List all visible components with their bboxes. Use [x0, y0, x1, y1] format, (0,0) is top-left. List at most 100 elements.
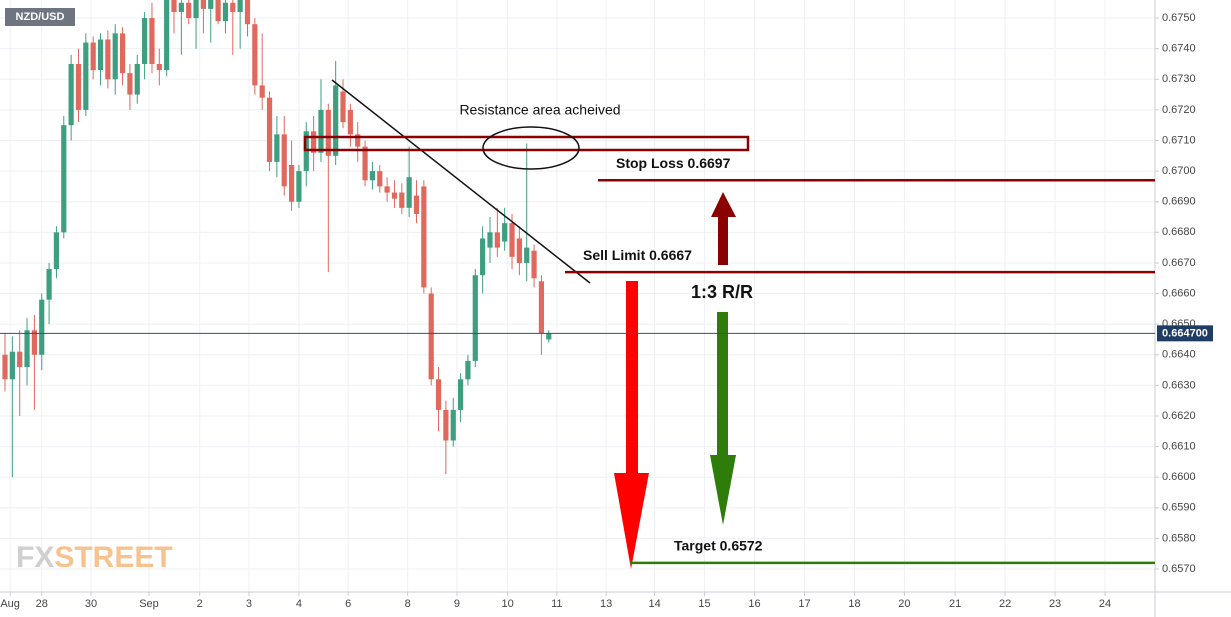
level-label: Stop Loss 0.6697: [616, 155, 731, 171]
x-tick-label: 16: [748, 598, 760, 610]
x-tick-label: 24: [1099, 598, 1111, 610]
x-tick-label: 30: [85, 598, 97, 610]
candle-body: [296, 171, 302, 202]
x-tick-label: 22: [999, 598, 1011, 610]
candle-body: [443, 409, 449, 441]
candle-body: [546, 333, 552, 340]
y-tick-label: 0.6640: [1162, 349, 1196, 361]
watermark-street: STREET: [54, 541, 172, 574]
candle-body: [164, 0, 170, 71]
symbol-box: [5, 8, 75, 26]
candle-body: [377, 171, 383, 187]
candle-body: [24, 330, 30, 368]
candle-body: [230, 2, 236, 12]
candle-body: [406, 177, 412, 208]
reward-arrow-head: [710, 455, 736, 525]
candle-body: [244, 0, 251, 25]
level-label: Target 0.6572: [674, 538, 763, 554]
candle-body: [178, 2, 184, 12]
x-tick-label: 17: [798, 598, 810, 610]
x-tick-label: 14: [648, 598, 660, 610]
candle-body: [465, 360, 471, 380]
candle-body: [502, 223, 508, 242]
candle-body: [149, 18, 155, 64]
candle-body: [266, 97, 273, 162]
x-tick-label: 8: [405, 598, 411, 610]
x-tick-label: 9: [454, 598, 460, 610]
candle-body: [75, 63, 82, 110]
last-price-label: 0.664700: [1162, 327, 1208, 339]
candle-body: [340, 91, 346, 123]
y-tick-label: 0.6580: [1162, 532, 1196, 544]
y-tick-label: 0.6610: [1162, 441, 1196, 453]
x-tick-label: 28: [36, 598, 48, 610]
watermark-fx: FX: [16, 541, 54, 574]
candle-body: [119, 33, 126, 74]
x-tick-label: 11: [551, 598, 562, 610]
resistance-ellipse: [482, 126, 580, 170]
candle-body: [252, 24, 258, 86]
candle-body: [9, 351, 15, 380]
x-tick-label: 13: [600, 598, 612, 610]
candle-body: [142, 18, 148, 64]
sell-arrow-head: [614, 473, 649, 569]
y-tick-label: 0.6600: [1162, 471, 1196, 483]
candle-body: [274, 134, 280, 162]
candle-body: [288, 164, 295, 202]
candle-body: [200, 0, 206, 9]
candle-body: [46, 269, 52, 300]
plot-area: [0, 0, 1155, 592]
candle-body: [2, 354, 8, 380]
candle-body: [487, 232, 493, 248]
candle-body: [105, 39, 111, 80]
candle-body: [186, 2, 192, 19]
candle-body: [61, 125, 67, 233]
candle-body: [215, 0, 221, 22]
x-tick-label: Sep: [139, 598, 159, 610]
y-tick-label: 0.6700: [1162, 165, 1196, 177]
x-tick-label: 21: [949, 598, 961, 610]
x-tick-label: Aug: [0, 598, 20, 610]
watermark: FXSTREET: [16, 541, 173, 574]
y-tick-label: 0.6750: [1162, 12, 1196, 24]
candle-body: [391, 192, 398, 199]
risk-arrow-shaft: [718, 215, 728, 265]
candle-body: [97, 39, 104, 71]
sell-arrow-shaft: [626, 281, 638, 476]
candle-body: [413, 195, 420, 214]
candle-body: [347, 109, 353, 135]
x-tick-label: 20: [898, 598, 910, 610]
candle-body: [435, 379, 442, 410]
candle-body: [531, 250, 537, 279]
candle-body: [325, 109, 331, 156]
x-tick-label: 2: [197, 598, 203, 610]
x-tick-label: 6: [345, 598, 351, 610]
candle-body: [538, 281, 545, 334]
y-tick-label: 0.6680: [1162, 226, 1196, 238]
y-tick-label: 0.6620: [1162, 410, 1196, 422]
candle-body: [516, 238, 522, 263]
candle-body: [134, 63, 140, 95]
candle-body: [480, 238, 486, 276]
candle-body: [222, 2, 229, 22]
y-tick-label: 0.6740: [1162, 43, 1196, 55]
reward-arrow-shaft: [717, 312, 728, 457]
candle-body: [68, 63, 74, 126]
candle-body: [457, 379, 464, 410]
candle-body: [237, 0, 243, 12]
x-tick-label: 4: [296, 598, 302, 610]
candle-body: [127, 73, 133, 95]
candle-body: [428, 293, 434, 380]
candle-body: [53, 232, 60, 270]
y-tick-label: 0.6690: [1162, 196, 1196, 208]
candle-body: [472, 275, 478, 361]
x-tick-label: 23: [1049, 598, 1061, 610]
candle-body: [31, 330, 37, 355]
last-price-box: [1157, 325, 1213, 342]
y-tick-label: 0.6720: [1162, 104, 1196, 116]
trend-line: [331, 79, 591, 284]
y-tick-label: 0.6710: [1162, 134, 1196, 146]
x-tick-label: 3: [246, 598, 252, 610]
candle-body: [509, 223, 515, 257]
candle-body: [259, 85, 265, 98]
